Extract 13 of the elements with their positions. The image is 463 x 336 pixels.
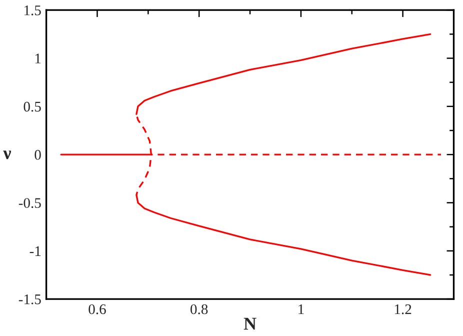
y-tick-label: 1.5	[24, 6, 41, 16]
y-tick-label: 1	[35, 54, 41, 64]
y-tick-label: 0.5	[24, 102, 41, 112]
y-tick-label: -1	[30, 246, 41, 256]
x-tick-label: 0.8	[190, 304, 208, 314]
y-axis-title: ν	[3, 150, 12, 160]
x-tick-label: 0.6	[88, 304, 106, 314]
x-tick-label: 1	[298, 304, 304, 314]
y-tick-label: 0	[34, 150, 41, 160]
y-tick-label: -1.5	[18, 294, 41, 304]
x-axis-title: N	[244, 318, 256, 330]
y-tick-label: -0.5	[18, 198, 41, 208]
x-tick-label: 1.2	[394, 304, 412, 314]
